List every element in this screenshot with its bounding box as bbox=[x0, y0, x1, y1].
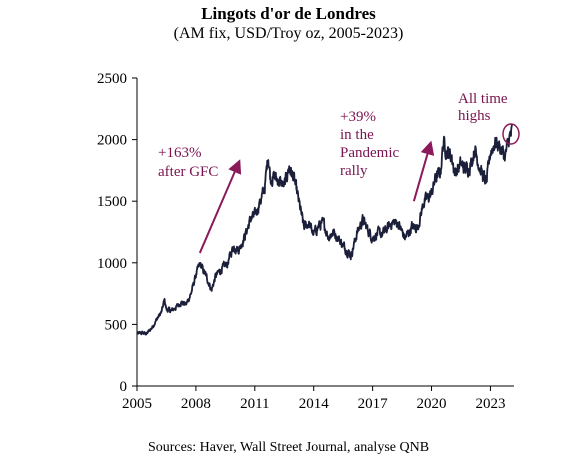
pandemic-annotation: +39% in the Pandemic rally bbox=[340, 109, 399, 179]
plot-area bbox=[136, 124, 513, 336]
chart-title: Lingots d'or de Londres bbox=[201, 4, 376, 23]
y-tick-label: 2000 bbox=[97, 133, 127, 149]
x-tick-label: 2020 bbox=[417, 396, 447, 412]
gfc-annotation-line: after GFC bbox=[158, 164, 218, 180]
pandemic-annotation-line: rally bbox=[340, 163, 368, 179]
pandemic-arrow bbox=[412, 140, 435, 202]
ath-annotation: All time highs bbox=[458, 91, 508, 124]
y-tick-label: 2500 bbox=[97, 71, 127, 87]
series-line bbox=[136, 124, 513, 336]
ath-annotation-line: All time bbox=[458, 91, 508, 107]
ath-annotation-line: highs bbox=[458, 108, 491, 124]
axes: 0 500 1000 1500 2000 2500 2005 2008 2011 2014 2017… bbox=[97, 71, 514, 412]
pandemic-annotation-line: in the bbox=[340, 127, 374, 143]
gfc-annotation-line: +163% bbox=[158, 145, 201, 161]
pandemic-annotation-line: +39% bbox=[340, 109, 376, 125]
x-tick-label: 2011 bbox=[240, 396, 269, 412]
chart-subtitle: (AM fix, USD/Troy oz, 2005-2023) bbox=[173, 25, 404, 42]
gfc-arrow bbox=[198, 159, 242, 254]
x-tick-label: 2017 bbox=[358, 396, 389, 412]
x-tick-label: 2014 bbox=[299, 396, 330, 412]
y-tick-label: 500 bbox=[105, 317, 128, 333]
y-tick-label: 0 bbox=[120, 379, 128, 395]
annotations: +163% after GFC +39% in the Pandemic rally All… bbox=[158, 91, 520, 254]
x-tick-label: 2023 bbox=[475, 396, 505, 412]
source-note: Sources: Haver, Wall Street Journal, ana… bbox=[147, 440, 430, 455]
all-time-high-circle bbox=[502, 123, 520, 145]
y-tick-label: 1500 bbox=[97, 194, 127, 210]
pandemic-annotation-line: Pandemic bbox=[340, 145, 399, 161]
y-tick-label: 1000 bbox=[97, 256, 127, 272]
x-tick-label: 2008 bbox=[181, 396, 211, 412]
x-tick-label: 2005 bbox=[122, 396, 152, 412]
gfc-annotation: +163% after GFC bbox=[158, 145, 218, 180]
